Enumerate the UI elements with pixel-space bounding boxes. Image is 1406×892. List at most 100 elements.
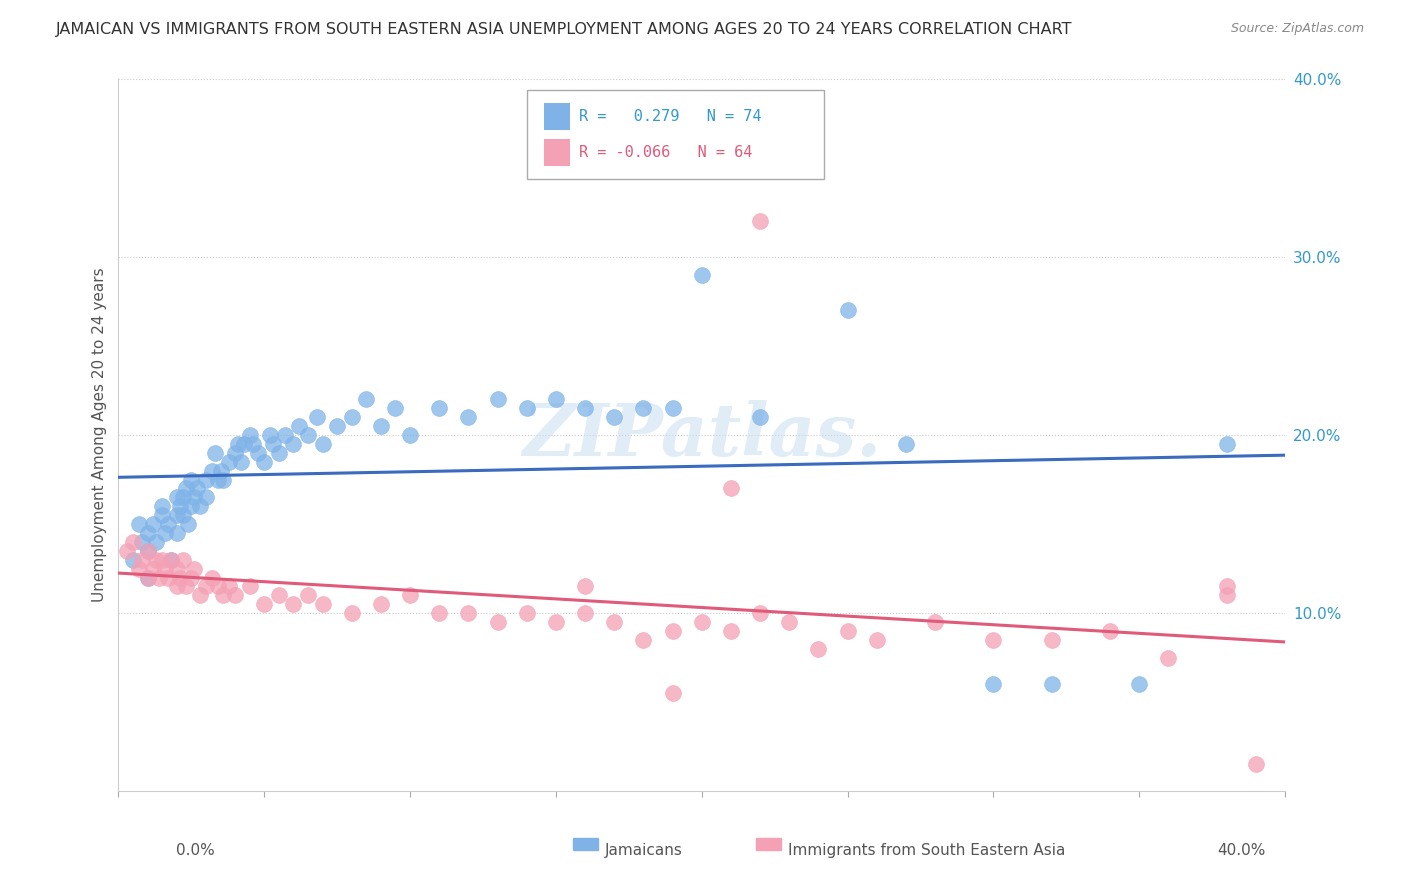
Point: [749, 214, 772, 228]
Point: [128, 561, 150, 575]
Point: [661, 624, 683, 638]
Point: [778, 615, 800, 629]
Point: [690, 268, 713, 282]
Point: [142, 561, 165, 575]
Point: [153, 561, 176, 575]
Point: [239, 579, 262, 593]
Point: [283, 597, 305, 611]
Point: [720, 624, 742, 638]
Point: [837, 624, 859, 638]
Point: [297, 588, 319, 602]
Point: [122, 552, 145, 566]
Point: [201, 570, 224, 584]
Point: [267, 588, 290, 602]
Point: [720, 482, 742, 496]
Point: [259, 428, 281, 442]
Point: [981, 632, 1004, 647]
Point: [633, 632, 655, 647]
Point: [180, 500, 202, 514]
Point: [194, 491, 217, 505]
Point: [574, 401, 596, 416]
Point: [160, 552, 183, 566]
Point: [218, 579, 240, 593]
Point: [399, 588, 422, 602]
Point: [370, 419, 392, 434]
Point: [690, 615, 713, 629]
Point: [166, 508, 188, 523]
Point: [224, 588, 246, 602]
Point: [544, 392, 567, 407]
Point: [340, 410, 363, 425]
Point: [204, 446, 226, 460]
Point: [207, 579, 229, 593]
Point: [212, 473, 235, 487]
Y-axis label: Unemployment Among Ages 20 to 24 years: Unemployment Among Ages 20 to 24 years: [93, 268, 107, 602]
Point: [305, 410, 328, 425]
Text: 40.0%: 40.0%: [1218, 843, 1265, 858]
Point: [239, 428, 262, 442]
Point: [516, 606, 538, 620]
Point: [174, 482, 197, 496]
Point: [574, 606, 596, 620]
Point: [142, 517, 165, 532]
FancyBboxPatch shape: [527, 90, 824, 178]
Point: [866, 632, 889, 647]
Point: [399, 428, 422, 442]
Point: [157, 570, 180, 584]
Point: [183, 491, 205, 505]
Point: [136, 543, 159, 558]
Point: [457, 410, 479, 425]
Point: [311, 437, 333, 451]
Text: R =   0.279   N = 74: R = 0.279 N = 74: [579, 109, 762, 124]
Point: [574, 579, 596, 593]
Point: [188, 588, 211, 602]
Point: [166, 579, 188, 593]
Point: [894, 437, 917, 451]
Point: [131, 535, 153, 549]
Point: [226, 437, 249, 451]
Point: [1128, 677, 1150, 691]
Point: [749, 410, 772, 425]
Point: [153, 526, 176, 541]
Point: [924, 615, 946, 629]
Point: [356, 392, 378, 407]
Point: [169, 500, 191, 514]
Point: [150, 552, 173, 566]
Point: [253, 455, 276, 469]
Point: [603, 615, 626, 629]
Text: ZIPatlas.: ZIPatlas.: [522, 400, 882, 471]
Bar: [544, 139, 569, 166]
Text: R = -0.066   N = 64: R = -0.066 N = 64: [579, 145, 752, 160]
Point: [180, 473, 202, 487]
Bar: [544, 103, 569, 130]
Point: [661, 686, 683, 700]
Point: [160, 552, 183, 566]
Point: [661, 401, 683, 416]
Point: [311, 597, 333, 611]
Text: Jamaicans: Jamaicans: [605, 843, 683, 858]
Point: [209, 464, 232, 478]
Point: [384, 401, 406, 416]
Point: [136, 543, 159, 558]
Point: [544, 615, 567, 629]
Point: [183, 561, 205, 575]
Point: [267, 446, 290, 460]
Point: [207, 473, 229, 487]
Point: [603, 410, 626, 425]
Point: [115, 543, 138, 558]
Point: [194, 579, 217, 593]
Point: [150, 508, 173, 523]
Point: [232, 437, 254, 451]
Point: [749, 606, 772, 620]
Point: [145, 552, 167, 566]
Point: [427, 606, 450, 620]
Point: [837, 303, 859, 318]
Point: [174, 579, 197, 593]
Point: [172, 491, 194, 505]
Point: [633, 401, 655, 416]
Point: [340, 606, 363, 620]
Point: [166, 561, 188, 575]
Point: [242, 437, 264, 451]
Point: [166, 491, 188, 505]
Point: [157, 517, 180, 532]
